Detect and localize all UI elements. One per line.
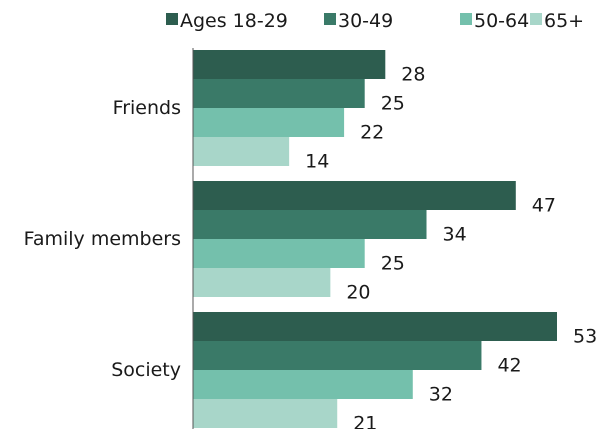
bar-0-2 [193,108,345,137]
value-label-2-0: 53 [573,326,597,348]
bar-2-2 [193,370,413,399]
bar-2-0 [193,312,557,341]
value-label-0-0: 28 [401,64,425,86]
bar-1-3 [193,268,331,297]
value-label-1-2: 25 [381,253,405,275]
category-label-2: Society [111,359,181,381]
value-label-2-2: 32 [429,384,453,406]
bar-0-0 [193,50,386,79]
legend-swatch-2 [460,13,472,25]
legend-label-3: 65+ [544,10,584,32]
value-label-0-2: 22 [360,122,384,144]
bar-1-2 [193,239,365,268]
value-label-1-1: 34 [443,224,467,246]
value-label-1-3: 20 [346,282,370,304]
value-label-0-1: 25 [381,93,405,115]
legend-swatch-1 [324,13,336,25]
bar-0-1 [193,79,365,108]
value-label-2-3: 21 [353,413,377,429]
bar-2-3 [193,399,338,428]
value-label-1-0: 47 [532,195,556,217]
category-labels: Friends Family members Society [24,97,181,381]
bar-1-1 [193,210,427,239]
legend-swatch-3 [530,13,542,25]
bar-2-1 [193,341,482,370]
bars [193,50,557,428]
bar-1-0 [193,181,516,210]
value-label-0-3: 14 [305,151,329,173]
legend-label-0: Ages 18-29 [180,10,288,32]
value-labels: 28 25 22 14 47 34 25 20 53 42 32 21 [305,64,597,429]
category-label-0: Friends [113,97,181,119]
legend-label-1: 30-49 [338,10,393,32]
value-label-2-1: 42 [497,355,521,377]
legend-swatch-0 [166,13,178,25]
bar-0-3 [193,137,290,166]
legend-label-2: 50-64 [474,10,529,32]
category-label-1: Family members [24,228,181,250]
legend: Ages 18-29 30-49 50-64 65+ [166,10,584,32]
